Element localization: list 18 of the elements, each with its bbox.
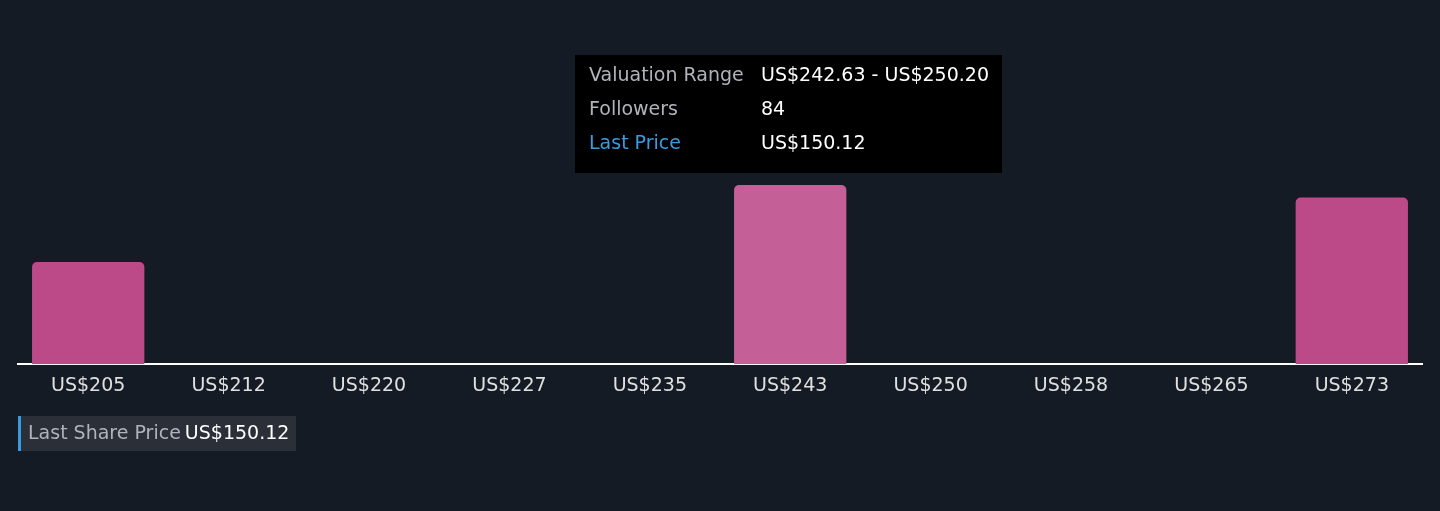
x-tick-label: US$273 xyxy=(1314,372,1389,395)
text: Last Share Price xyxy=(28,421,181,443)
text: US$150.12 xyxy=(184,421,290,443)
text: Valuation Range xyxy=(589,63,745,85)
x-tick-label: US$235 xyxy=(612,372,687,395)
x-tick-label: US$250 xyxy=(893,372,968,395)
x-tick-label: US$265 xyxy=(1174,372,1249,395)
x-tick-label: US$212 xyxy=(191,372,266,395)
x-tick-label: US$205 xyxy=(51,372,126,395)
x-tick-label: US$227 xyxy=(472,372,547,395)
text: US$242.63 - US$250.20 xyxy=(761,63,990,85)
x-tick-label: US$220 xyxy=(331,372,407,395)
text: Followers xyxy=(589,97,679,119)
x-tick-label: US$258 xyxy=(1033,372,1109,395)
text: Last Price xyxy=(589,131,682,153)
x-tick-label: US$243 xyxy=(753,372,828,395)
text: 84 xyxy=(761,97,787,119)
text: US$150.12 xyxy=(761,131,867,153)
